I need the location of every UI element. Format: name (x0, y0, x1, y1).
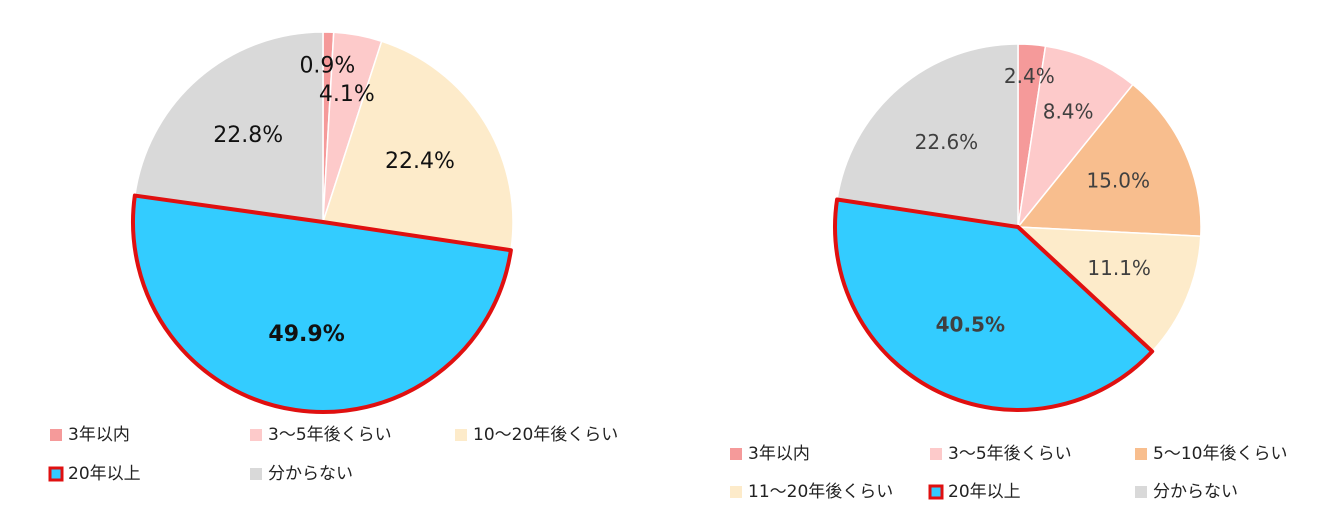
legend-marker (250, 468, 262, 480)
pie-slice (1015, 226, 1202, 353)
legend-marker (1135, 448, 1147, 460)
pie-slice (836, 43, 1019, 228)
data-label: 49.9% (268, 322, 344, 347)
data-label: 8.4% (1043, 100, 1094, 124)
legend-marker (250, 429, 262, 441)
legend-marker (730, 486, 742, 498)
pie-slice (1016, 45, 1134, 230)
legend-label: 20年以上 (948, 482, 1021, 502)
data-label: 22.6% (915, 130, 979, 154)
legend-marker (730, 448, 742, 460)
legend-marker (455, 429, 467, 441)
data-label: 22.8% (213, 123, 283, 148)
data-label: 2.4% (1004, 64, 1055, 88)
data-label: 22.4% (385, 149, 455, 174)
data-label: 15.0% (1086, 169, 1150, 193)
data-label: 11.1% (1087, 256, 1151, 280)
legend-marker (48, 466, 64, 482)
legend-marker (1135, 486, 1147, 498)
legend-marker (928, 484, 944, 500)
data-label: 0.9% (299, 53, 355, 78)
legend-label: 10～20年後くらい (473, 425, 618, 445)
legend-label: 3～5年後くらい (948, 444, 1072, 464)
data-label: 40.5% (936, 312, 1005, 336)
legend-label: 3～5年後くらい (268, 425, 392, 445)
legend-label: 5～10年後くらい (1153, 444, 1287, 464)
legend-label: 3年以内 (748, 444, 810, 464)
legend-marker (930, 448, 942, 460)
legend-label: 11～20年後くらい (748, 482, 893, 502)
pie-slice (322, 40, 514, 252)
legend-label: 分からない (1153, 482, 1238, 502)
legend-marker (50, 429, 62, 441)
legend-label: 分からない (268, 464, 353, 484)
legend-label: 3年以内 (68, 425, 130, 445)
pie-slice (134, 31, 324, 223)
legend-label: 20年以上 (68, 464, 141, 484)
pie-slice (1016, 83, 1202, 237)
pie-slice (833, 197, 1155, 412)
pie-slice (131, 193, 513, 414)
data-label: 4.1% (319, 82, 375, 107)
